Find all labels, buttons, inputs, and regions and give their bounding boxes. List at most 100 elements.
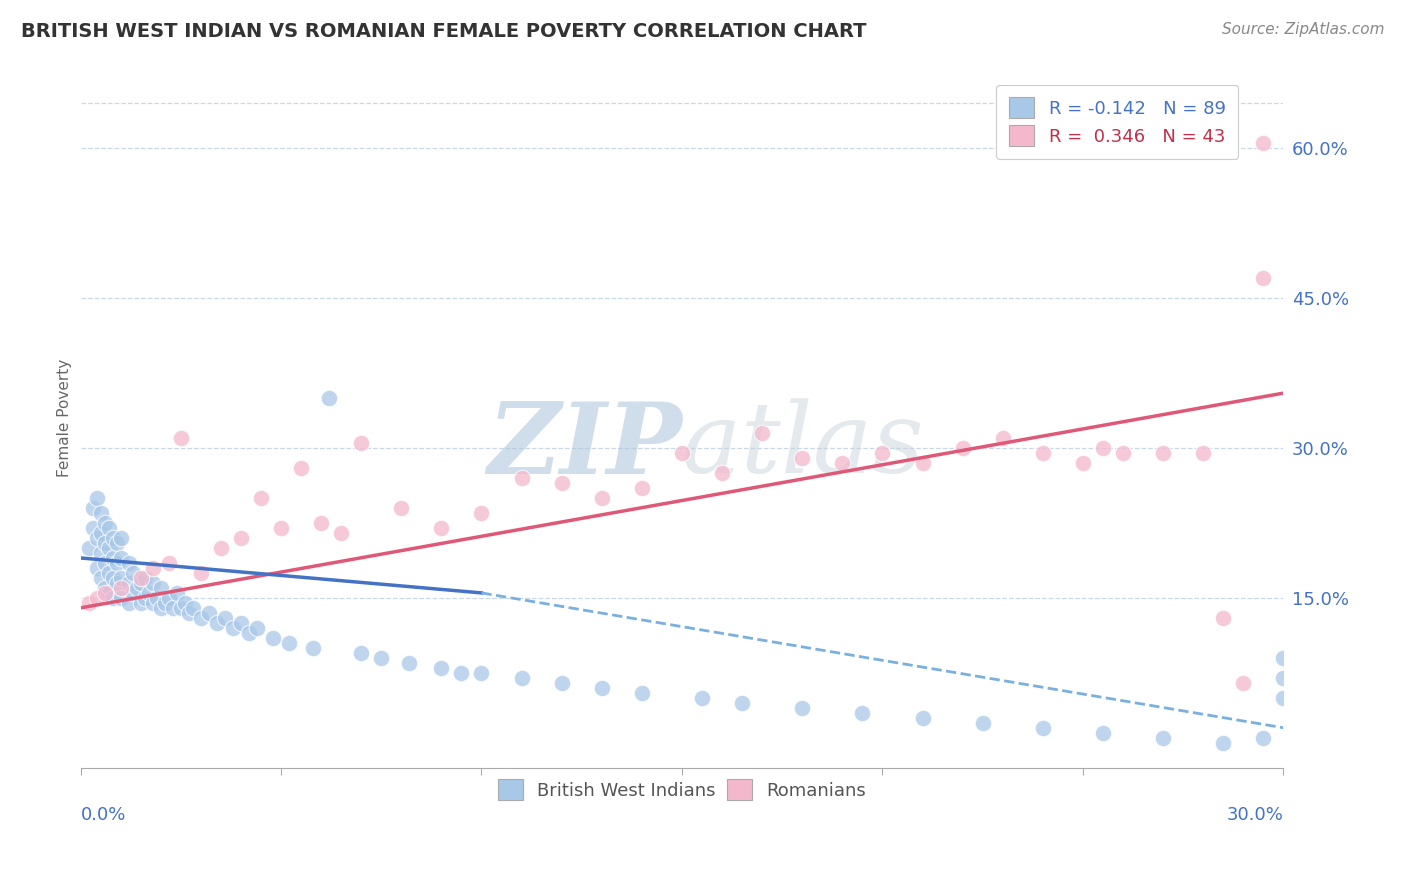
Point [238, 625, 260, 640]
Point [190, 566, 212, 580]
Point [77, 596, 100, 610]
Point [93, 536, 115, 550]
Point [470, 506, 492, 520]
Text: 0.0%: 0.0% [80, 806, 127, 824]
Point [166, 586, 188, 600]
Point [851, 706, 873, 720]
Point [129, 571, 152, 585]
Point [110, 571, 132, 585]
Point [1032, 721, 1054, 735]
Point [134, 571, 156, 585]
Point [77, 541, 100, 555]
Point [93, 556, 115, 570]
Text: atlas: atlas [682, 399, 925, 494]
Point [470, 665, 492, 680]
Point [86, 491, 108, 505]
Point [129, 575, 152, 590]
Point [1253, 731, 1275, 745]
Point [117, 596, 139, 610]
Point [591, 681, 613, 695]
Point [177, 606, 200, 620]
Point [97, 541, 120, 555]
Point [1272, 671, 1295, 685]
Point [170, 431, 193, 445]
Point [731, 696, 754, 710]
Point [309, 516, 332, 530]
Point [952, 441, 974, 455]
Point [1212, 611, 1234, 625]
Point [330, 526, 353, 541]
Text: 30.0%: 30.0% [1226, 806, 1284, 824]
Point [1253, 271, 1275, 285]
Point [631, 481, 654, 495]
Point [911, 456, 934, 470]
Point [270, 521, 292, 535]
Point [262, 631, 284, 645]
Point [872, 446, 894, 460]
Point [1152, 446, 1174, 460]
Point [1152, 731, 1174, 745]
Point [173, 596, 195, 610]
Point [93, 581, 115, 595]
Point [1272, 650, 1295, 665]
Point [430, 661, 453, 675]
Point [149, 581, 172, 595]
Point [631, 686, 654, 700]
Point [510, 671, 533, 685]
Point [550, 476, 572, 491]
Point [792, 451, 814, 466]
Point [97, 586, 120, 600]
Point [90, 526, 112, 541]
Point [1091, 725, 1114, 739]
Point [86, 531, 108, 545]
Point [1091, 441, 1114, 455]
Point [1253, 136, 1275, 151]
Point [198, 606, 221, 620]
Point [86, 591, 108, 605]
Point [278, 636, 301, 650]
Point [911, 711, 934, 725]
Point [1112, 446, 1135, 460]
Point [751, 426, 773, 441]
Point [110, 591, 132, 605]
Text: Source: ZipAtlas.com: Source: ZipAtlas.com [1222, 22, 1385, 37]
Point [350, 436, 373, 450]
Point [1192, 446, 1215, 460]
Point [370, 650, 392, 665]
Point [205, 615, 228, 630]
Point [110, 551, 132, 566]
Point [105, 536, 128, 550]
Point [1272, 690, 1295, 705]
Point [190, 611, 212, 625]
Point [82, 521, 104, 535]
Point [105, 575, 128, 590]
Y-axis label: Female Poverty: Female Poverty [58, 359, 72, 477]
Point [129, 596, 152, 610]
Point [711, 466, 734, 480]
Point [389, 501, 412, 516]
Point [229, 531, 252, 545]
Point [142, 575, 165, 590]
Point [110, 581, 132, 595]
Legend: British West Indians, Romanians: British West Indians, Romanians [486, 769, 877, 811]
Point [145, 591, 167, 605]
Point [90, 506, 112, 520]
Point [398, 656, 420, 670]
Point [110, 531, 132, 545]
Point [510, 471, 533, 485]
Point [97, 521, 120, 535]
Point [792, 700, 814, 714]
Point [105, 556, 128, 570]
Point [82, 501, 104, 516]
Point [101, 551, 124, 566]
Point [290, 461, 312, 475]
Point [350, 646, 373, 660]
Point [86, 561, 108, 575]
Point [157, 556, 180, 570]
Point [318, 391, 340, 405]
Point [101, 531, 124, 545]
Point [90, 546, 112, 560]
Point [170, 600, 193, 615]
Point [450, 665, 472, 680]
Point [671, 446, 693, 460]
